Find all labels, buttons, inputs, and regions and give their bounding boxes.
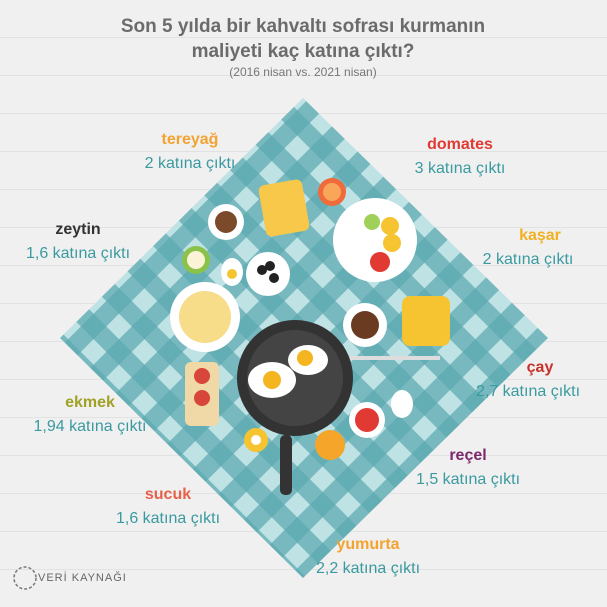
item-name: ekmek	[65, 394, 115, 411]
title-line: maliyeti kaç katına çıktı?	[192, 41, 415, 62]
item-change: 1,6 katına çıktı	[26, 245, 130, 262]
logo: VERİ KAYNAĞI	[13, 566, 127, 590]
item-change: 1,6 katına çıktı	[116, 510, 220, 527]
item-change: 2 katına çıktı	[483, 251, 574, 268]
item-name: sucuk	[145, 486, 191, 503]
item-change: 3 katına çıktı	[415, 160, 506, 177]
item-name: reçel	[449, 447, 486, 464]
logo-text: VERİ KAYNAĞI	[38, 571, 127, 584]
item-change: 2 katına çıktı	[145, 155, 236, 172]
item-name: çay	[527, 359, 554, 376]
item-change: 2,7 katına çıktı	[476, 383, 580, 400]
item-change: 1,5 katına çıktı	[416, 471, 520, 488]
subtitle: (2016 nisan vs. 2021 nisan)	[229, 65, 376, 79]
item-name: yumurta	[336, 536, 399, 553]
item-name: kaşar	[519, 227, 561, 244]
item-change: 2,2 katına çıktı	[316, 560, 420, 577]
title-line: Son 5 yılda bir kahvaltı sofrası kurmanı…	[121, 16, 485, 37]
food-illustration	[170, 178, 450, 495]
item-name: tereyağ	[162, 131, 219, 148]
item-change: 1,94 katına çıktı	[34, 418, 147, 435]
item-name: zeytin	[55, 221, 100, 238]
item-name: domates	[427, 136, 493, 153]
